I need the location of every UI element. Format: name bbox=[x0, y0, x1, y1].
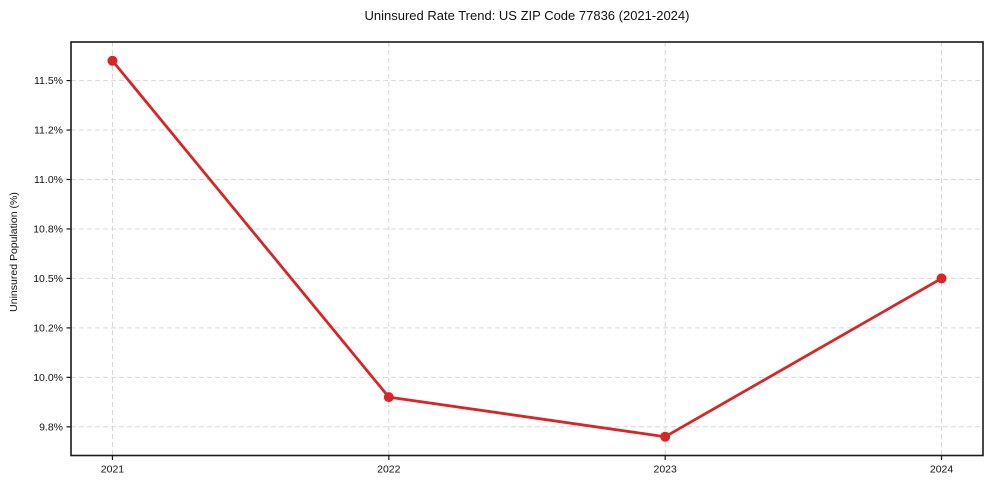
x-tick-label: 2021 bbox=[101, 464, 125, 476]
y-tick-label: 10.2% bbox=[33, 322, 63, 334]
data-point bbox=[936, 273, 947, 284]
x-tick-label: 2022 bbox=[377, 464, 401, 476]
y-tick-label: 11.2% bbox=[34, 125, 63, 137]
plot-frame bbox=[70, 41, 984, 457]
data-point bbox=[107, 55, 118, 66]
y-tick-label: 11.0% bbox=[34, 174, 63, 186]
x-tick-label: 2023 bbox=[654, 464, 678, 476]
x-tick-label: 2024 bbox=[930, 464, 954, 476]
y-tick-label: 10.0% bbox=[33, 372, 63, 384]
data-point bbox=[383, 392, 394, 403]
chart-title: Uninsured Rate Trend: US ZIP Code 77836 … bbox=[364, 8, 690, 23]
y-tick-label: 10.8% bbox=[33, 223, 63, 235]
y-tick-label: 9.8% bbox=[39, 421, 63, 433]
trend-line bbox=[111, 59, 943, 439]
y-tick-label: 10.5% bbox=[33, 273, 63, 285]
data-point bbox=[660, 431, 671, 442]
y-tick-label: 11.5% bbox=[34, 75, 63, 87]
